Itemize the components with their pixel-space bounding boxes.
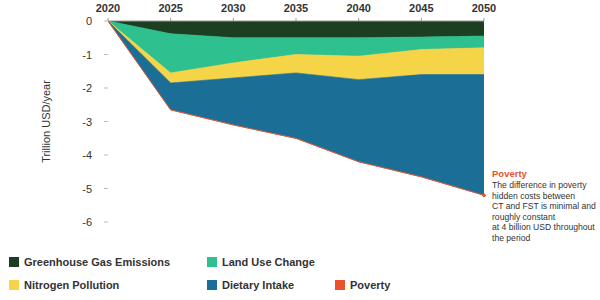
x-tick [484, 18, 485, 21]
y-axis-label: Trillion USD/year [40, 80, 52, 163]
y-tick [104, 222, 108, 223]
annotation-text: at 4 billion USD throughout [492, 222, 595, 232]
x-tick [358, 18, 359, 21]
annotation-text: hidden costs between [492, 191, 575, 201]
x-tick [233, 18, 234, 21]
x-tick-label: 2045 [409, 2, 433, 14]
x-tick [170, 18, 171, 21]
annotation-dot [482, 194, 486, 198]
x-tick-label: 2035 [284, 2, 308, 14]
x-tick-label: 2025 [158, 2, 182, 14]
y-tick-label: -2 [82, 82, 92, 94]
annotation-title: Poverty [492, 168, 528, 179]
y-tick [104, 88, 108, 89]
y-tick [104, 54, 108, 55]
y-tick [104, 188, 108, 189]
chart: 2020 2025 2030 2035 2040 2045 2050 0 -1 -2 -3 -4 -5 -… [0, 0, 600, 300]
legend-swatch [207, 257, 217, 267]
legend-label: Greenhouse Gas Emissions [24, 256, 170, 268]
x-tick-label: 2030 [221, 2, 245, 14]
y-tick [104, 121, 108, 122]
annotation-text: the period [492, 233, 530, 243]
annotation-text: CT and FST is minimal and [492, 201, 596, 211]
legend-swatch [9, 257, 19, 267]
area [108, 21, 484, 195]
legend-swatch [335, 280, 345, 290]
y-tick-label: 0 [86, 15, 92, 27]
y-tick [104, 155, 108, 156]
x-tick-label: 2040 [346, 2, 370, 14]
y-tick-label: -5 [82, 183, 92, 195]
legend-label: Land Use Change [222, 256, 315, 268]
legend-swatch [9, 280, 19, 290]
y-tick-label: -1 [82, 49, 92, 61]
x-tick-label: 2020 [96, 2, 120, 14]
y-tick [104, 21, 108, 22]
area [108, 21, 484, 195]
annotation-text: The difference in poverty [492, 180, 587, 190]
legend-swatch [207, 280, 217, 290]
x-tick [296, 18, 297, 21]
x-tick [421, 18, 422, 21]
legend-label: Poverty [350, 279, 391, 291]
legend-label: Dietary Intake [222, 279, 294, 291]
y-tick-label: -3 [82, 116, 92, 128]
y-tick-label: -6 [82, 216, 92, 228]
y-tick-label: -4 [82, 149, 92, 161]
areas [108, 21, 484, 195]
x-tick-label: 2050 [472, 2, 496, 14]
annotation-text: roughly constant [492, 212, 556, 222]
legend-label: Nitrogen Pollution [24, 279, 120, 291]
